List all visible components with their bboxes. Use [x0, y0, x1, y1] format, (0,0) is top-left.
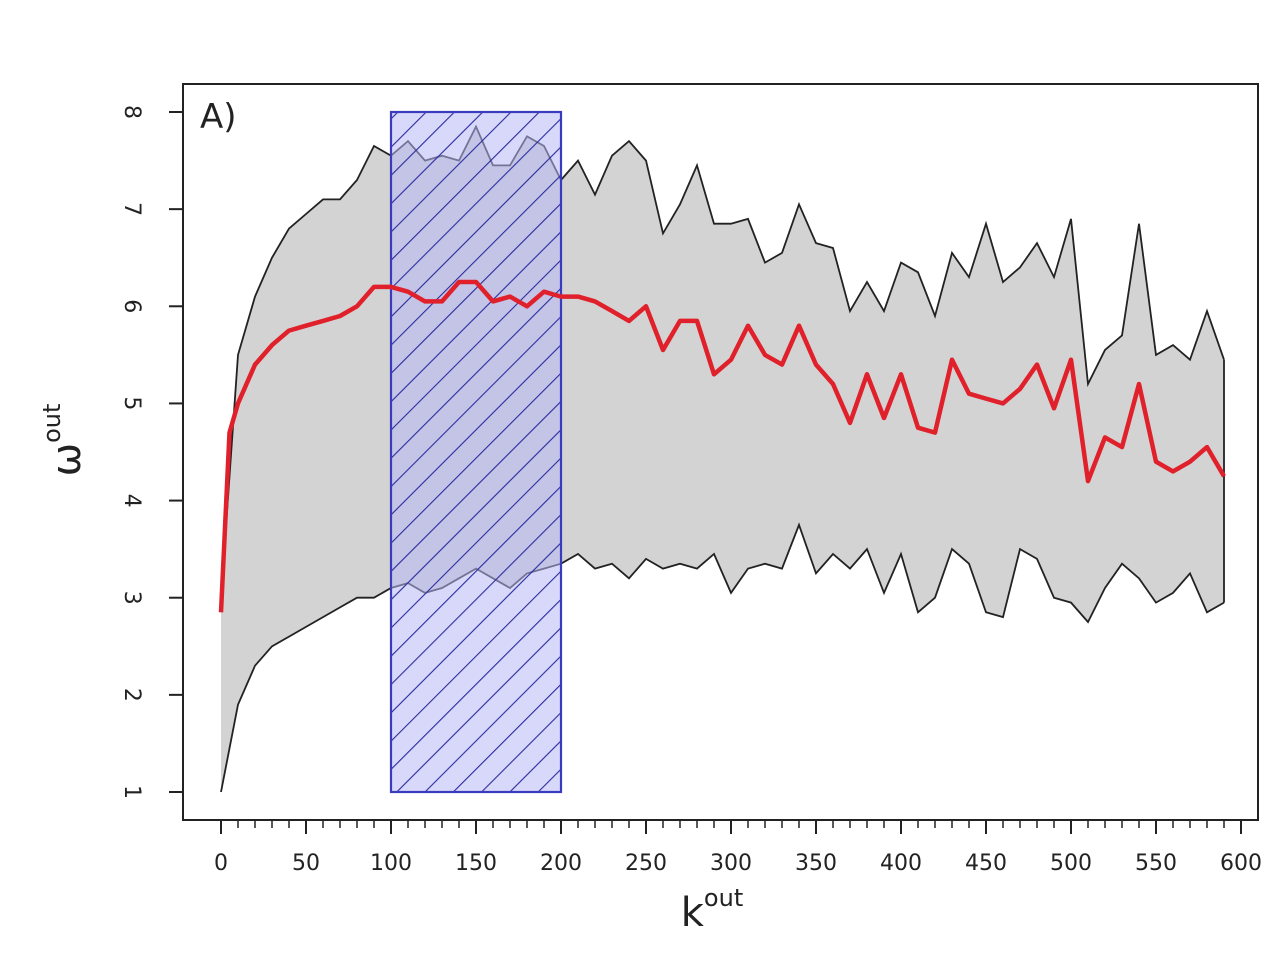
y-axis-title-base: ω — [44, 443, 90, 477]
panel-label: A) — [200, 97, 237, 137]
envelope-lower-line — [220, 522, 1225, 793]
x-tick-label: 600 — [1220, 851, 1262, 876]
x-tick-label: 150 — [455, 851, 497, 876]
x-axis-title-base: k — [681, 890, 705, 936]
x-tick-label: 350 — [795, 851, 837, 876]
x-tick-label: 300 — [710, 851, 752, 876]
x-tick-label: 450 — [965, 851, 1007, 876]
x-tick-label: 550 — [1135, 851, 1177, 876]
envelope-band — [221, 126, 1224, 793]
x-tick-label: 200 — [540, 851, 582, 876]
highlight-layer — [389, 110, 563, 794]
y-tick-label: 3 — [119, 591, 144, 605]
x-tick-label: 100 — [370, 851, 412, 876]
axes-layer: 1 2 3 4 5 6 7 8 0 50 100 150 200 250 300 350 400 450 500 55… — [119, 83, 1262, 876]
x-axis-title-sup: out — [704, 884, 743, 912]
envelope-upper-line — [220, 124, 1225, 598]
x-tick-label: 250 — [625, 851, 667, 876]
band-layer — [220, 124, 1225, 793]
y-tick-label: 7 — [119, 202, 144, 216]
y-tick-label: 8 — [119, 105, 144, 119]
x-axis-title: kout — [681, 884, 743, 936]
y-axis-title-sup: out — [38, 404, 66, 443]
y-tick-label: 6 — [119, 299, 144, 313]
x-tick-label: 0 — [214, 851, 228, 876]
plot-frame — [182, 83, 1259, 821]
highlight-region-border — [389, 110, 563, 794]
y-tick-label: 2 — [119, 688, 144, 702]
y-tick-label: 1 — [119, 785, 144, 799]
y-tick-label: 4 — [119, 494, 144, 508]
x-tick-label: 50 — [292, 851, 320, 876]
series-layer — [218, 279, 1226, 613]
y-axis-title: ωout — [38, 404, 90, 477]
series-line-0 — [218, 279, 1226, 613]
x-tick-label: 400 — [880, 851, 922, 876]
highlight-region-hatch — [391, 112, 561, 792]
x-tick-label: 500 — [1050, 851, 1092, 876]
y-tick-label: 5 — [119, 396, 144, 410]
